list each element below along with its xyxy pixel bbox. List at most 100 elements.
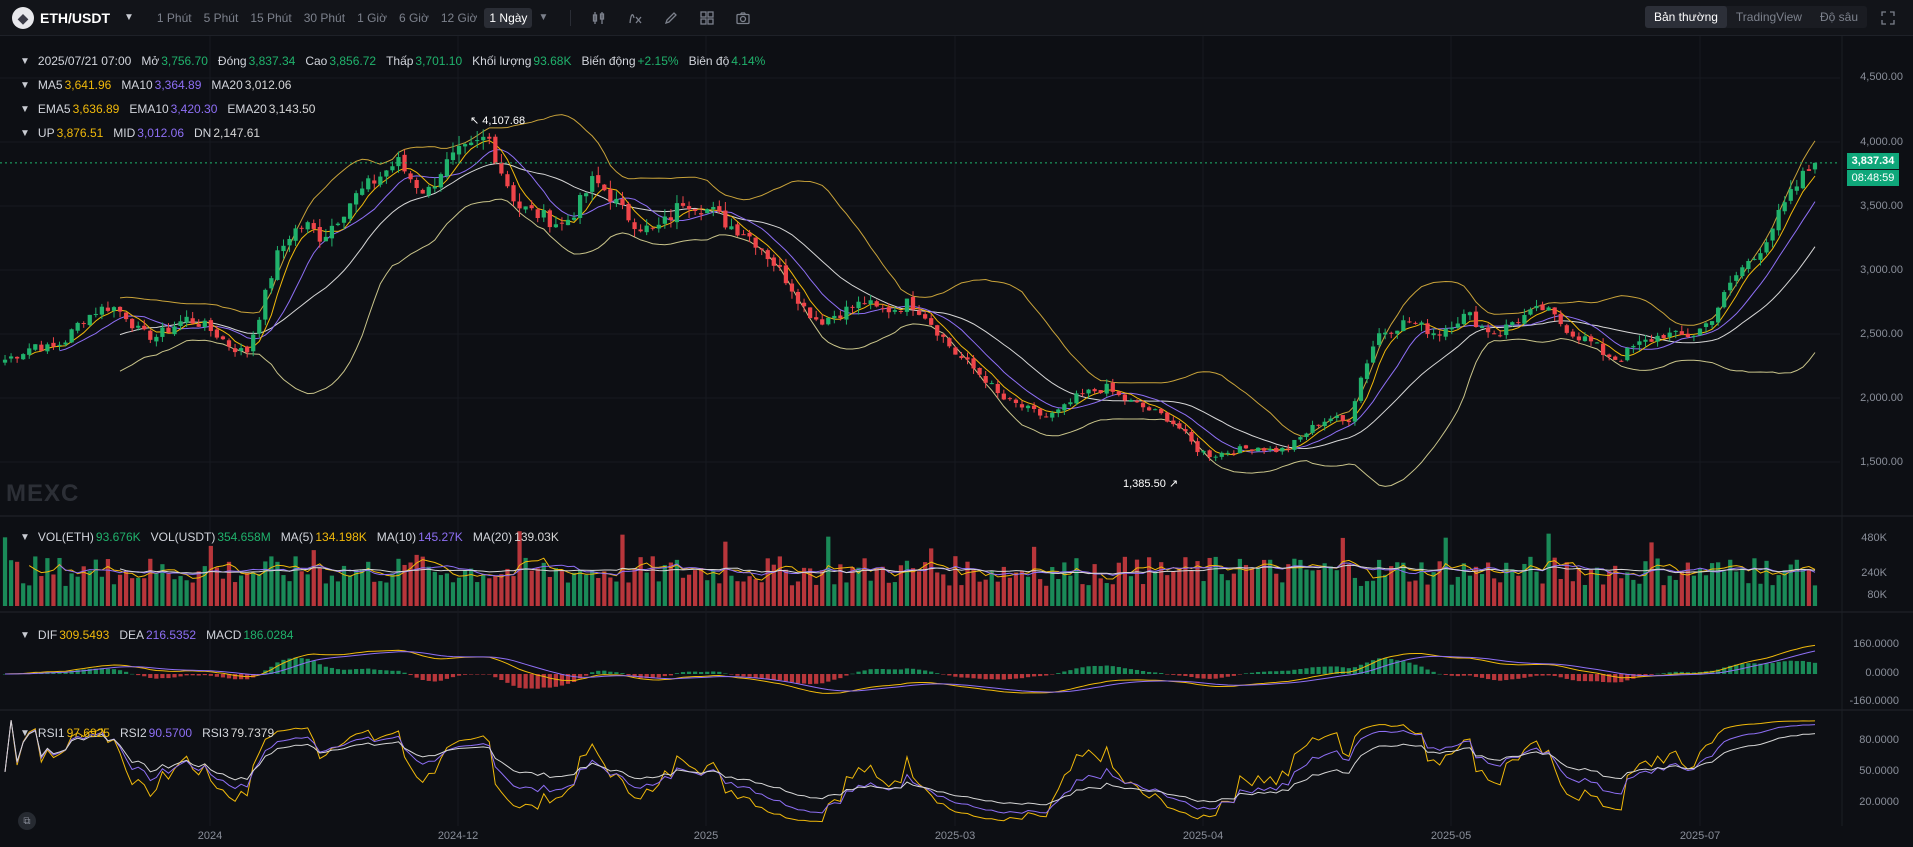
macd-histogram-bar (1153, 672, 1158, 674)
volume-bar (1649, 542, 1654, 606)
candle-body (1582, 336, 1588, 342)
pair-selector[interactable]: ◆ ETH/USDT ▼ (12, 6, 134, 29)
timeframe-6h[interactable]: 6 Giờ (398, 10, 429, 25)
macd-histogram-bar (795, 674, 801, 684)
macd-histogram-bar (57, 672, 62, 674)
candle-body (989, 383, 994, 385)
volume-bar (638, 557, 643, 606)
macd-axis-tick: 160.0000 (1853, 638, 1899, 650)
candle-body (916, 310, 922, 315)
macd-histogram-bar (680, 672, 686, 674)
chevron-down-icon[interactable]: ▼ (20, 79, 30, 91)
chart-area[interactable]: ▼ 2025/07/21 07:00 Mở 3,756.70 Đóng 3,83… (0, 36, 1913, 847)
volume-bar (1195, 561, 1200, 606)
chevron-down-icon[interactable]: ▼ (124, 12, 134, 23)
volume-bar (1280, 582, 1285, 606)
volume-bar (1613, 565, 1618, 606)
candle-body (251, 334, 256, 352)
volume-bar (1504, 562, 1509, 606)
volume-bar (1352, 577, 1358, 606)
pair-name: ETH/USDT (40, 9, 110, 26)
macd-dea-line (5, 650, 1816, 693)
candle-body (1758, 253, 1763, 260)
volume-bar (1673, 579, 1678, 606)
chevron-down-icon[interactable]: ▼ (20, 727, 30, 739)
ema10-label: EMA10 (129, 102, 169, 116)
volume-bar (1788, 564, 1793, 606)
timeframe-1m[interactable]: 1 Phút (156, 10, 192, 25)
layout-grid-icon[interactable] (699, 10, 715, 26)
volume-bar (220, 578, 226, 606)
price-chart-canvas[interactable] (0, 36, 1913, 847)
timeframe-30m[interactable]: 30 Phút (303, 10, 346, 25)
volume-bar (178, 576, 183, 606)
chevron-down-icon[interactable]: ▼ (20, 55, 30, 67)
macd-histogram-bar (93, 668, 98, 674)
candle-body (711, 207, 716, 210)
chevron-down-icon[interactable]: ▼ (20, 531, 30, 543)
date-axis-tick: 2025 (693, 830, 719, 842)
timeframe-1h[interactable]: 1 Giờ (357, 10, 387, 25)
volume-bar (51, 574, 56, 606)
candle-body (1467, 312, 1473, 316)
volume-bar (154, 573, 159, 606)
settings-layers-icon[interactable]: ⧉ (18, 812, 36, 830)
volume-bar (341, 565, 347, 606)
candle-body (1504, 324, 1509, 336)
view-mode-tradingview[interactable]: TradingView (1735, 10, 1802, 24)
macd-histogram-bar (462, 674, 468, 675)
macd-histogram-bar (99, 668, 104, 674)
macd-histogram-bar (638, 674, 643, 679)
candle-body (1655, 335, 1660, 342)
macd-histogram-bar (995, 674, 1000, 680)
candle-body (517, 201, 522, 209)
chevron-down-icon[interactable]: ▼ (20, 103, 30, 115)
volume-bar (1510, 569, 1515, 606)
boll-up-label: UP (37, 126, 55, 140)
candle-body (469, 142, 474, 146)
low-label: Thấp (386, 54, 414, 68)
ma-legend: ▼ MA5 3,641.96 MA10 3,364.89 MA20 3,012.… (20, 78, 301, 92)
chevron-down-icon[interactable]: ▼ (20, 629, 30, 641)
volume-bar (1031, 546, 1037, 606)
volume-bar (1582, 584, 1588, 606)
view-mode-depth[interactable]: Độ sâu (1819, 10, 1858, 24)
volume-bar (553, 568, 558, 606)
candle-body (1007, 398, 1012, 400)
fullscreen-icon[interactable] (1881, 11, 1895, 25)
volume-bar (898, 565, 904, 606)
candle-body (130, 318, 135, 329)
volume-bar (1286, 564, 1291, 606)
volume-bar (1703, 575, 1709, 606)
timeframe-more-chevron-icon[interactable]: ▼ (538, 12, 549, 23)
timeframe-1d[interactable]: 1 Ngày (484, 7, 533, 28)
candle-body (39, 344, 44, 351)
macd-histogram-bar (1461, 674, 1466, 676)
candle-body (317, 227, 322, 242)
macd-histogram-bar (1419, 666, 1424, 674)
macd-histogram-bar (1716, 669, 1721, 674)
volume-bar (1395, 562, 1400, 606)
volume-bar (820, 570, 825, 606)
candle-body (959, 356, 964, 359)
macd-histogram-bar (1050, 674, 1055, 675)
volume-bar (481, 574, 486, 606)
candle-type-icon[interactable] (591, 10, 607, 26)
macd-histogram-bar (916, 669, 922, 674)
view-mode-standard[interactable]: Bản thường (1644, 6, 1727, 28)
macd-histogram-bar (1764, 663, 1769, 674)
chevron-down-icon[interactable]: ▼ (20, 127, 30, 139)
date-axis-tick: 2025-05 (1430, 830, 1472, 842)
macd-histogram-bar (1340, 667, 1345, 674)
timeframe-15m[interactable]: 15 Phút (250, 10, 292, 25)
volume-bar (257, 574, 262, 606)
camera-icon[interactable] (735, 10, 751, 26)
candle-body (1764, 242, 1769, 253)
high-price-marker: ↖ 4,107.68 (470, 115, 526, 127)
timeframe-5m[interactable]: 5 Phút (203, 10, 239, 25)
volume-bar (160, 564, 165, 606)
indicator-icon[interactable] (627, 10, 643, 26)
draw-pen-icon[interactable] (663, 10, 679, 26)
timeframe-12h[interactable]: 12 Giờ (440, 10, 478, 25)
volume-bar (535, 568, 540, 606)
